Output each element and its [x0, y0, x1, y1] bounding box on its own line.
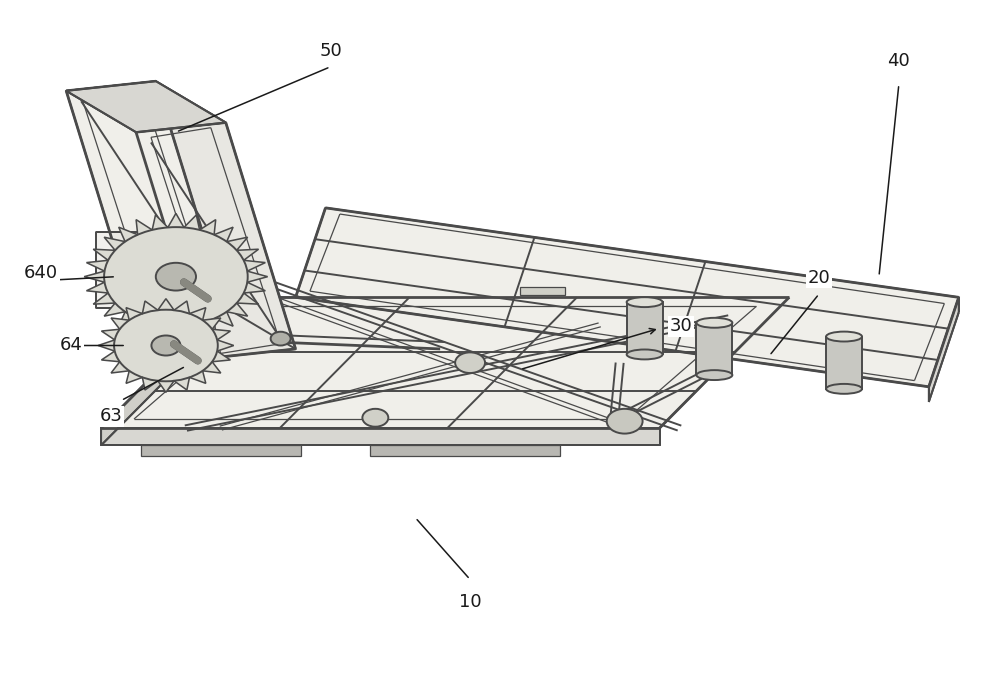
Polygon shape	[136, 122, 296, 359]
Text: 640: 640	[24, 264, 58, 282]
Polygon shape	[826, 337, 862, 389]
Text: 10: 10	[459, 594, 481, 612]
Polygon shape	[370, 445, 560, 456]
Polygon shape	[101, 428, 660, 445]
Ellipse shape	[696, 370, 732, 380]
Polygon shape	[627, 302, 663, 354]
Circle shape	[362, 409, 388, 427]
Circle shape	[114, 310, 218, 381]
Text: 30: 30	[670, 317, 692, 335]
Circle shape	[607, 409, 643, 433]
Polygon shape	[296, 208, 959, 387]
Polygon shape	[101, 297, 789, 428]
Circle shape	[156, 263, 196, 290]
Text: 40: 40	[888, 53, 910, 70]
Ellipse shape	[826, 332, 862, 341]
Text: 64: 64	[60, 337, 83, 354]
Polygon shape	[929, 297, 959, 402]
Circle shape	[271, 332, 291, 346]
Polygon shape	[96, 232, 211, 307]
Circle shape	[104, 227, 248, 326]
Ellipse shape	[627, 350, 663, 359]
Circle shape	[151, 335, 180, 356]
Polygon shape	[98, 299, 234, 392]
Polygon shape	[66, 82, 226, 132]
Polygon shape	[66, 82, 226, 317]
Ellipse shape	[627, 297, 663, 307]
Polygon shape	[141, 445, 301, 456]
Polygon shape	[84, 214, 268, 340]
Polygon shape	[696, 323, 732, 375]
Polygon shape	[101, 297, 231, 445]
Ellipse shape	[826, 384, 862, 394]
Circle shape	[455, 352, 485, 373]
Ellipse shape	[696, 318, 732, 328]
Text: 50: 50	[319, 42, 342, 60]
Text: 20: 20	[808, 269, 830, 287]
Text: 63: 63	[100, 408, 123, 426]
Polygon shape	[520, 287, 565, 295]
